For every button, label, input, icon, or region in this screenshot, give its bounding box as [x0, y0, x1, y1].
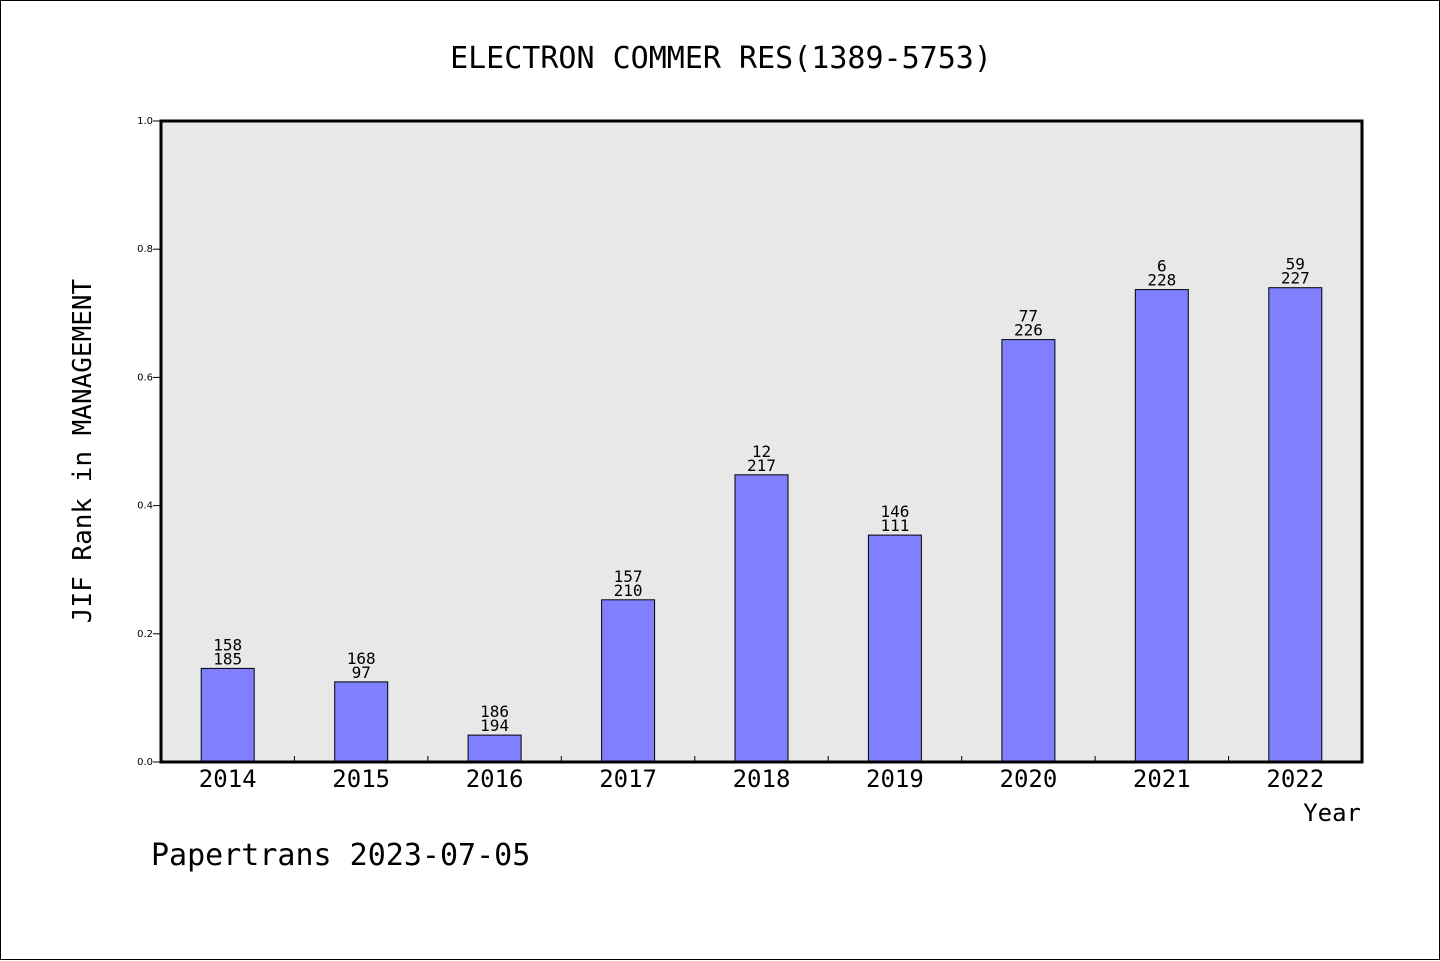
x-tick-label-2022: 2022	[1266, 765, 1324, 793]
x-tick-label-2020: 2020	[1000, 765, 1058, 793]
bar-2015	[334, 681, 389, 763]
bar-label-bottom-2018: 217	[747, 456, 776, 475]
plot-frame	[159, 119, 1364, 764]
bar-label-bottom-2015: 97	[352, 663, 371, 682]
bar-2017	[601, 599, 656, 763]
bar-2014	[200, 667, 255, 763]
bar-label-top-2017: 157	[614, 567, 643, 586]
bar-label-top-2021: 6	[1157, 257, 1167, 276]
bar-2020	[1001, 339, 1056, 763]
bar-label-top-2019: 146	[880, 502, 909, 521]
x-tick-label-2014: 2014	[199, 765, 257, 793]
bar-label-top-2020: 77	[1019, 307, 1038, 326]
bar-label-bottom-2022: 227	[1281, 269, 1310, 288]
bar-2019	[867, 534, 922, 763]
bar-label-bottom-2021: 228	[1147, 271, 1176, 290]
bar-2018	[734, 474, 789, 763]
x-tick-label-2017: 2017	[599, 765, 657, 793]
chart-title: ELECTRON COMMER RES(1389-5753)	[450, 41, 992, 76]
bar-label-bottom-2017: 210	[614, 581, 643, 600]
y-tick-label-1.0: 1.0	[137, 116, 153, 127]
y-tick-label-0.4: 0.4	[137, 501, 153, 512]
y-axis-label: JIF Rank in MANAGEMENT	[68, 278, 98, 623]
bar-label-bottom-2019: 111	[880, 516, 909, 535]
y-tick-label-0.6: 0.6	[137, 372, 153, 383]
y-tick-label-0.0: 0.0	[137, 757, 153, 768]
bar-label-top-2016: 186	[480, 702, 509, 721]
y-tick-label-0.8: 0.8	[137, 244, 153, 255]
bar-2021	[1134, 289, 1189, 763]
bar-label-bottom-2016: 194	[480, 716, 509, 735]
x-tick-label-2018: 2018	[733, 765, 791, 793]
x-tick-label-2016: 2016	[466, 765, 524, 793]
bar-2022	[1268, 287, 1323, 763]
bar-label-bottom-2020: 226	[1014, 321, 1043, 340]
bar-label-top-2018: 12	[752, 442, 771, 461]
x-tick-label-2019: 2019	[866, 765, 924, 793]
x-axis-label: Year	[1303, 799, 1361, 827]
x-tick-label-2021: 2021	[1133, 765, 1191, 793]
y-axis-ticks: 0.0 0.2 0.4 0.6 0.8 1.0	[137, 116, 161, 768]
bar-2016	[467, 734, 522, 763]
x-tick-label-2015: 2015	[332, 765, 390, 793]
footer-credit: Papertrans 2023-07-05	[151, 838, 530, 873]
bar-label-top-2022: 59	[1286, 255, 1305, 274]
bar-label-top-2015: 168	[347, 649, 376, 668]
y-tick-label-0.2: 0.2	[137, 629, 153, 640]
x-axis-ticks: 2014 2015 2016 2017 2018 2019 2020 2021 2022	[199, 756, 1324, 793]
bar-label-top-2014: 158	[213, 635, 242, 654]
bar-label-bottom-2014: 185	[213, 649, 242, 668]
